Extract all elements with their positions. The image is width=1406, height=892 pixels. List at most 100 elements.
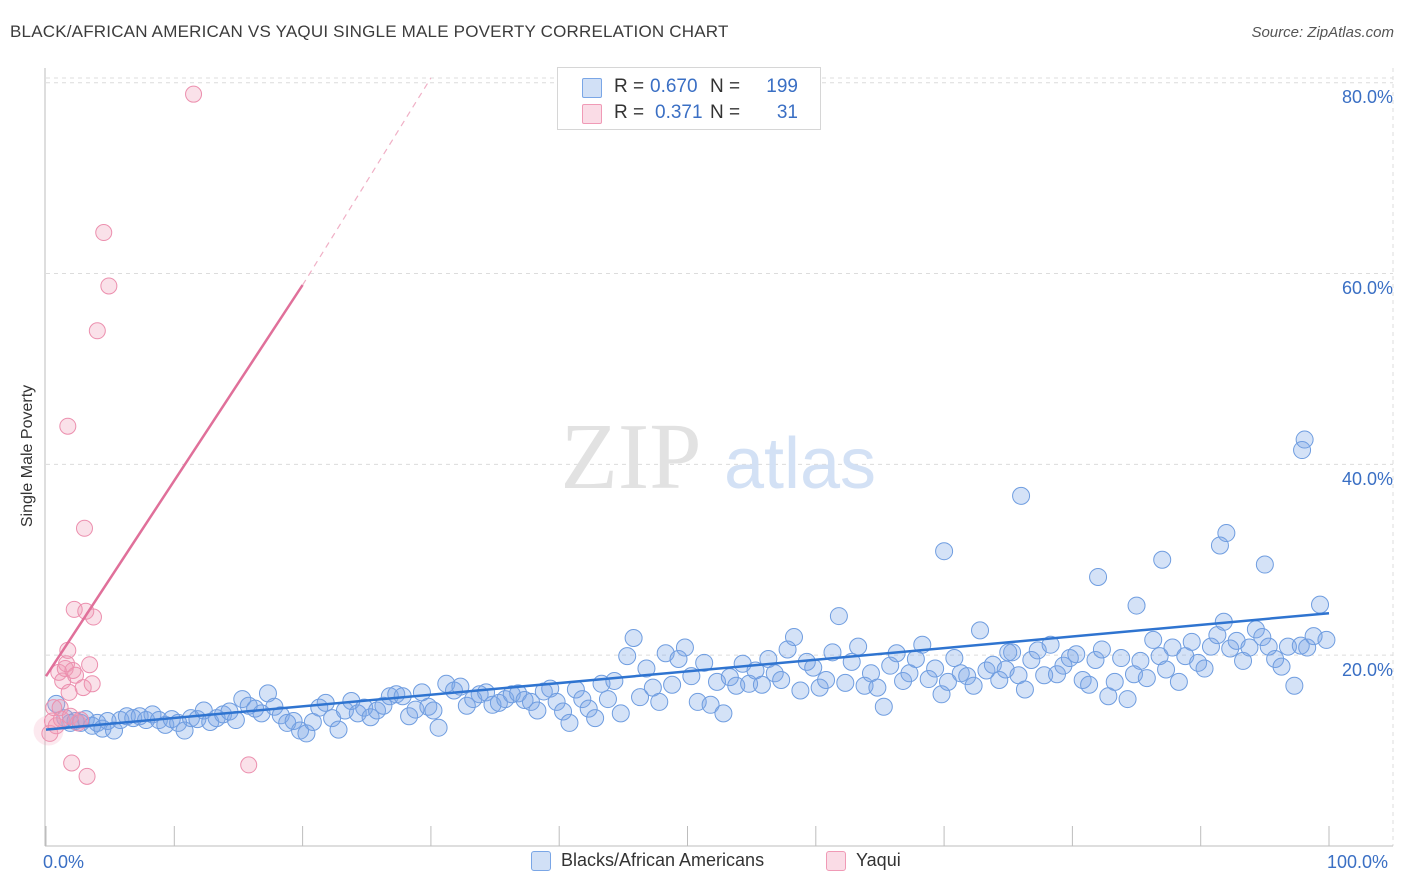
yaqui-point-25: [88, 322, 106, 340]
blacks-point-199: [1317, 630, 1336, 649]
blacks-point-85: [586, 709, 605, 728]
blacks-point-91: [624, 629, 643, 648]
stats-r-value: 0.670: [650, 76, 698, 97]
blacks-point-201: [1012, 486, 1031, 505]
blacks-point-155: [1035, 666, 1054, 685]
trend-line-yaqui: [44, 284, 304, 677]
blacks-point-207: [999, 643, 1018, 662]
stats-n-value: 199: [766, 76, 798, 97]
stats-n-value: 31: [776, 102, 798, 123]
trend-lines: [44, 77, 1330, 731]
blacks-point-89: [611, 704, 630, 723]
blacks-point-184: [1221, 639, 1240, 658]
legend-item-blacks[interactable]: Blacks/African Americans: [531, 850, 764, 871]
yaqui-point-9: [58, 655, 76, 673]
blacks-point-176: [1169, 672, 1188, 691]
blacks-point-209: [1217, 524, 1236, 543]
stats-r-label: R =: [614, 76, 645, 97]
blacks-point-180: [1195, 659, 1214, 678]
blacks-point-138: [926, 659, 945, 678]
blacks-point-76: [528, 701, 547, 720]
blacks-point-87: [598, 690, 617, 709]
blacks-point-194: [1285, 676, 1304, 695]
watermark-atlas: atlas: [724, 424, 876, 504]
blacks-point-195: [1291, 636, 1310, 655]
stats-row-blacks: R = 0.670 N = 199: [558, 75, 820, 101]
blacks-point-84: [579, 699, 598, 718]
blacks-point-196: [1298, 638, 1317, 657]
stats-swatch-blacks: [582, 78, 602, 98]
blacks-point-140: [938, 672, 957, 691]
blacks-point-51: [368, 701, 387, 720]
y-tick-label-20: 20.0%: [1341, 660, 1393, 680]
blacks-point-50: [361, 708, 380, 727]
blacks-point-168: [1118, 690, 1137, 709]
blacks-point-61: [429, 718, 448, 737]
blacks-point-144: [964, 676, 983, 695]
blacks-point-170: [1131, 651, 1150, 670]
blacks-point-123: [829, 607, 848, 626]
yaqui-point-31: [59, 417, 77, 435]
trend-line-yaqui-extension: [302, 77, 432, 286]
stats-n-label: N =: [710, 76, 741, 97]
blacks-point-145: [971, 621, 990, 640]
blacks-point-97: [663, 675, 682, 694]
blacks-point-95: [650, 692, 669, 711]
blacks-point-73: [509, 684, 528, 703]
blacks-point-161: [1073, 670, 1092, 689]
blacks-point-113: [765, 664, 784, 683]
blacks-point-156: [1041, 635, 1060, 654]
legend-label-yaqui: Yaqui: [856, 850, 901, 870]
legend-swatch-blacks: [531, 850, 551, 871]
blacks-point-153: [1022, 650, 1041, 669]
blacks-point-45: [329, 720, 348, 739]
blacks-point-150: [1003, 643, 1022, 662]
blacks-point-175: [1163, 638, 1182, 657]
blacks-point-81: [560, 713, 579, 732]
chart-legend: Blacks/African Americans Yaqui: [0, 850, 1406, 878]
blacks-point-203: [1153, 550, 1172, 569]
stats-n-label: N =: [710, 102, 741, 123]
blacks-point-116: [784, 628, 803, 647]
yaqui-point-11: [60, 683, 78, 701]
blacks-point-191: [1266, 650, 1285, 668]
correlation-stats-box: R = 0.670 N = 199 R = 0.371 N = 31: [557, 67, 821, 130]
blacks-point-12: [117, 707, 136, 726]
yaqui-point-26: [95, 224, 113, 242]
blacks-point-80: [554, 702, 573, 721]
blacks-point-187: [1240, 638, 1259, 657]
blacks-point-121: [817, 670, 836, 689]
blacks-point-5: [76, 710, 95, 729]
blacks-point-160: [1067, 645, 1086, 664]
blacks-point-93: [637, 659, 656, 678]
x-tick-label-0: 0.0%: [43, 852, 85, 872]
blacks-point-52: [374, 696, 393, 715]
blacks-point-117: [791, 681, 810, 700]
yaqui-point-16: [67, 666, 85, 684]
blacks-point-130: [874, 697, 893, 716]
blacks-point-88: [605, 671, 624, 690]
blacks-point-126: [849, 637, 868, 656]
blacks-point-167: [1112, 649, 1131, 668]
blacks-point-200: [935, 542, 954, 561]
blacks-point-143: [958, 667, 977, 686]
blacks-point-74: [515, 691, 534, 710]
series-yaqui-points: [33, 85, 258, 785]
yaqui-point-13: [63, 754, 81, 772]
blacks-point-30: [233, 690, 252, 709]
blacks-point-53: [380, 687, 399, 706]
yaqui-point-28: [185, 85, 203, 103]
yaqui-point-18: [72, 711, 90, 729]
blacks-point-193: [1278, 637, 1297, 656]
watermark: ZIP atlas: [561, 405, 877, 509]
blacks-point-148: [990, 670, 1009, 689]
yaqui-point-30: [75, 519, 93, 537]
yaqui-point-27: [100, 277, 118, 295]
legend-item-yaqui[interactable]: Yaqui: [826, 850, 901, 871]
blacks-point-105: [714, 704, 733, 723]
blacks-point-56: [400, 707, 419, 726]
blacks-point-133: [894, 671, 913, 690]
blacks-point-192: [1272, 657, 1291, 676]
stats-r-label: R =: [614, 102, 645, 123]
blacks-point-83: [573, 690, 592, 709]
